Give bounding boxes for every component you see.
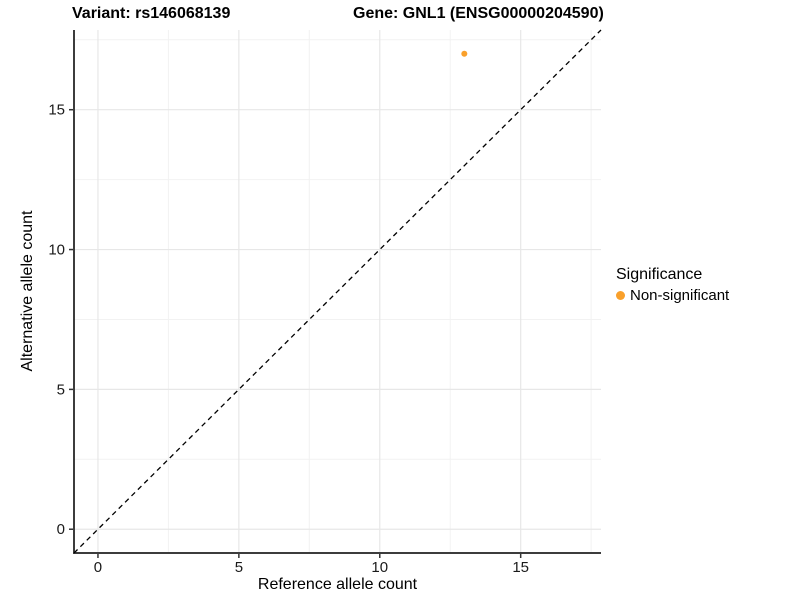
identity-dashed-line — [73, 29, 602, 554]
y-tick-label: 5 — [57, 381, 65, 398]
x-tick-label: 15 — [512, 559, 529, 576]
y-axis-title: Alternative allele count — [19, 210, 36, 372]
legend: Significance Non-significant — [616, 266, 729, 304]
x-tick-label: 0 — [94, 559, 102, 576]
y-tick-label: 0 — [57, 521, 65, 538]
legend-item-non-significant: Non-significant — [616, 287, 729, 304]
plot-title-gene: Gene: GNL1 (ENSG00000204590) — [353, 5, 604, 22]
x-tick-label: 5 — [235, 559, 243, 576]
legend-title: Significance — [616, 266, 703, 283]
x-axis-title: Reference allele count — [257, 576, 418, 593]
y-tick-label: 10 — [48, 242, 65, 259]
y-tick-label: 15 — [48, 102, 65, 119]
x-tick-label: 10 — [371, 559, 388, 576]
plot-title-variant: Variant: rs146068139 — [72, 5, 231, 22]
data-point — [461, 50, 468, 57]
legend-item-label: Non-significant — [630, 287, 730, 304]
non-significant-point-icon — [616, 291, 625, 300]
